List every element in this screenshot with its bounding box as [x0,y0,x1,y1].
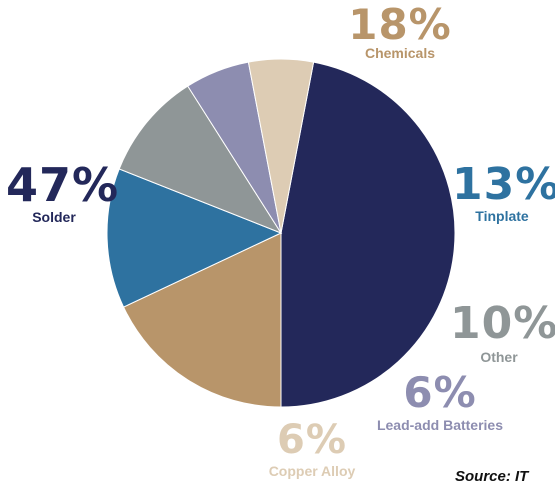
solder-percent: 47% [6,158,120,212]
label-lead-add-batteries: 6% Lead-add Batteries [356,368,524,433]
pie-slice-tinplate [106,168,283,308]
pie-slice-other [118,85,283,235]
pie-slice-chemicals [122,232,282,408]
other-name: Other [480,349,518,365]
source-note: Source: IT [455,468,529,484]
tinplate-percent: 13% [452,159,555,210]
lead-add-batteries-name: Lead-add Batteries [376,417,504,433]
tinplate-name: Tinplate [475,208,529,224]
pie-slice-solder [280,61,456,408]
label-copper-alloy: 6% Copper Alloy [262,420,362,478]
copper-alloy-name: Copper Alloy [268,463,356,479]
chemicals-name: Chemicals [364,45,436,61]
chemicals-percent: 18% [348,0,452,49]
other-percent: 10% [450,298,555,349]
label-solder: 47% Solder [6,158,120,225]
solder-name: Solder [32,209,76,225]
label-tinplate: 13% Tinplate [452,159,555,224]
lead-add-batteries-percent: 6% [403,368,477,417]
pie-slice-copper-alloy [247,58,315,234]
label-other: 10% Other [450,298,555,365]
label-chemicals: 18% Chemicals [344,0,456,61]
copper-alloy-percent: 6% [277,417,347,463]
